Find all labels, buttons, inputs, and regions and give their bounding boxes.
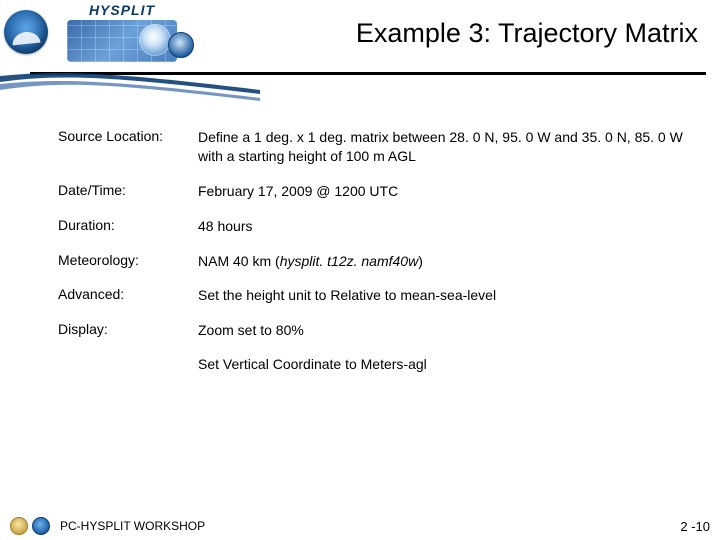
row-label: Source Location: <box>58 128 198 144</box>
row-value: 48 hours <box>198 217 700 236</box>
table-row: Display: Zoom set to 80% <box>58 321 700 340</box>
table-row: Meteorology: NAM 40 km (hysplit. t12z. n… <box>58 252 700 271</box>
row-label: Date/Time: <box>58 182 198 198</box>
row-value: Define a 1 deg. x 1 deg. matrix between … <box>198 128 700 166</box>
row-label: Meteorology: <box>58 252 198 268</box>
noaa-globe-icon <box>4 10 48 54</box>
row-value: Zoom set to 80% <box>198 321 700 340</box>
arl-badge-icon <box>168 32 194 58</box>
row-value: NAM 40 km (hysplit. t12z. namf40w) <box>198 252 700 271</box>
footer-text: PC-HYSPLIT WORKSHOP <box>60 519 205 533</box>
table-row: Advanced: Set the height unit to Relativ… <box>58 286 700 305</box>
page-number: 2 -10 <box>680 519 710 534</box>
row-value: Set the height unit to Relative to mean-… <box>198 286 700 305</box>
header-swoosh-icon <box>0 68 260 128</box>
slide-title: Example 3: Trajectory Matrix <box>356 18 698 49</box>
hysplit-map-icon <box>67 20 177 62</box>
hysplit-label: HYSPLIT <box>52 2 192 18</box>
row-label: Display: <box>58 321 198 337</box>
footer-icons <box>10 517 50 535</box>
title-underline <box>30 72 706 75</box>
slide: HYSPLIT Example 3: Trajectory Matrix Sou… <box>0 0 720 540</box>
hysplit-swirl-icon <box>139 24 171 56</box>
row-label: Duration: <box>58 217 198 233</box>
footer: PC-HYSPLIT WORKSHOP <box>0 512 720 540</box>
extra-row: Set Vertical Coordinate to Meters-agl <box>198 356 700 372</box>
doc-seal-icon <box>10 517 28 535</box>
header: HYSPLIT Example 3: Trajectory Matrix <box>0 0 720 78</box>
logo-area: HYSPLIT <box>0 0 200 60</box>
row-label: Advanced: <box>58 286 198 302</box>
table-row: Duration: 48 hours <box>58 217 700 236</box>
content-table: Source Location: Define a 1 deg. x 1 deg… <box>58 128 700 372</box>
row-value: February 17, 2009 @ 1200 UTC <box>198 182 700 201</box>
table-row: Date/Time: February 17, 2009 @ 1200 UTC <box>58 182 700 201</box>
noaa-seal-icon <box>32 517 50 535</box>
table-row: Source Location: Define a 1 deg. x 1 deg… <box>58 128 700 166</box>
